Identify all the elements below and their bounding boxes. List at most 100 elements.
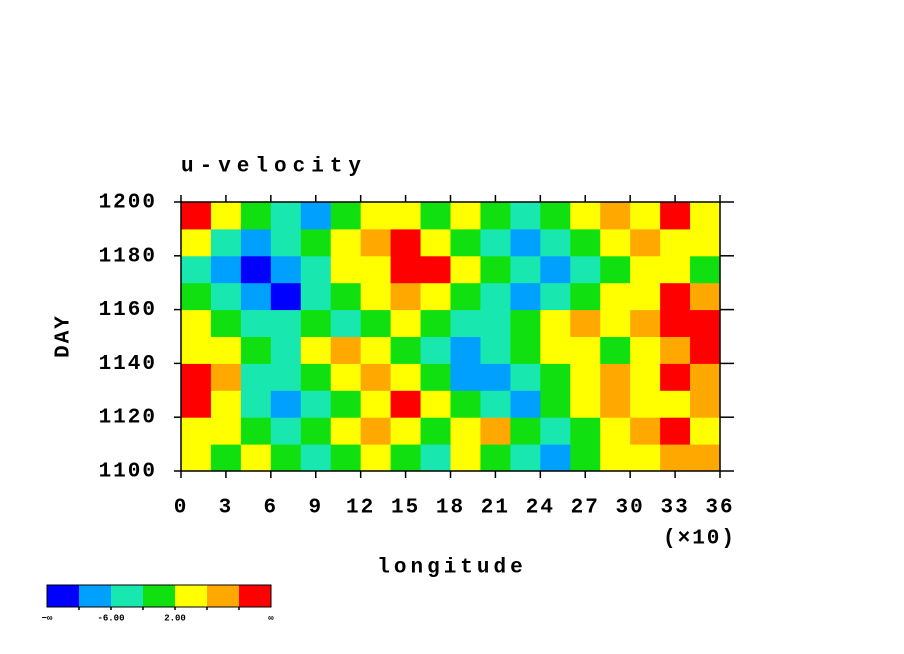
heatmap-cell: [270, 228, 302, 257]
heatmap-cell: [570, 309, 601, 337]
heatmap-cell: [390, 417, 422, 445]
heatmap-cell: [480, 417, 511, 445]
heatmap-cell: [630, 255, 661, 284]
heatmap-cell: [360, 444, 392, 472]
heatmap-cell: [570, 255, 601, 284]
heatmap-cell: [660, 228, 691, 257]
heatmap-cell: [450, 202, 481, 230]
heatmap-cell: [181, 202, 212, 230]
heatmap-cell: [510, 417, 541, 445]
heatmap-cell: [660, 444, 691, 472]
heatmap-cell: [270, 336, 302, 364]
heatmap-cell: [390, 202, 422, 230]
heatmap-cell: [300, 309, 332, 337]
heatmap-cell: [270, 202, 302, 230]
x-tick-label: 21: [481, 497, 510, 520]
colorbar-swatch: [111, 585, 143, 607]
heatmap-cell: [420, 309, 451, 337]
heatmap-cell: [510, 202, 541, 230]
heatmap-cell: [690, 336, 721, 364]
x-tick-label: 18: [436, 497, 465, 520]
heatmap-cell: [330, 255, 362, 284]
y-tick-label: 1180: [99, 245, 157, 268]
x-tick-label: 6: [264, 497, 279, 520]
heatmap-cell: [510, 336, 541, 364]
heatmap-cell: [450, 417, 481, 445]
colorbar-end-label: ∞: [268, 613, 274, 623]
x-tick-label: 3: [219, 497, 234, 520]
heatmap-cell: [270, 363, 302, 391]
heatmap-cell: [690, 309, 721, 337]
heatmap-cell: [450, 390, 481, 418]
heatmap-cell: [630, 228, 661, 257]
heatmap-cell: [540, 202, 571, 230]
heatmap-cell: [390, 309, 422, 337]
heatmap-cell: [570, 444, 601, 472]
colorbar-swatch: [239, 585, 271, 607]
heatmap-cell: [600, 417, 631, 445]
colorbar-swatch: [79, 585, 111, 607]
heatmap-cell: [240, 417, 272, 445]
heatmap-cell: [210, 417, 242, 445]
heatmap-cell: [540, 282, 571, 311]
heatmap-cell: [570, 363, 601, 391]
heatmap-cell: [240, 202, 272, 230]
heatmap-cell: [360, 202, 392, 230]
heatmap-cell: [540, 228, 571, 257]
y-tick-label: 1200: [99, 192, 157, 215]
heatmap-cell: [480, 444, 511, 472]
heatmap-cell: [360, 417, 392, 445]
heatmap-cell: [181, 282, 212, 311]
heatmap-cell: [181, 390, 212, 418]
heatmap-cell: [570, 390, 601, 418]
heatmap-cell: [270, 255, 302, 284]
heatmap-cell: [480, 309, 511, 337]
heatmap-cell: [540, 444, 571, 472]
heatmap-cell: [330, 202, 362, 230]
heatmap-cell: [660, 390, 691, 418]
heatmap-cell: [660, 336, 691, 364]
heatmap-cell: [360, 309, 392, 337]
heatmap-cell: [660, 202, 691, 230]
heatmap-cell: [181, 363, 212, 391]
heatmap-cell: [300, 390, 332, 418]
heatmap-cell: [480, 228, 511, 257]
heatmap-cell: [330, 228, 362, 257]
heatmap-cell: [570, 228, 601, 257]
heatmap-cell: [450, 336, 481, 364]
x-tick-label: 12: [346, 497, 375, 520]
heatmap-cell: [540, 363, 571, 391]
heatmap-cell: [690, 228, 721, 257]
heatmap-cell: [600, 444, 631, 472]
heatmap-cell: [510, 309, 541, 337]
heatmap-cell: [690, 390, 721, 418]
heatmap-cell: [300, 282, 332, 311]
chart-title: u-velocity: [181, 156, 367, 179]
y-tick-label: 1100: [99, 461, 157, 484]
heatmap-cell: [390, 336, 422, 364]
x-tick-label: 36: [705, 497, 734, 520]
x-tick-label: 0: [174, 497, 189, 520]
x-axis-label: longitude: [377, 557, 526, 580]
heatmap-cell: [270, 417, 302, 445]
heatmap-cell: [480, 363, 511, 391]
x-tick-label: 24: [526, 497, 555, 520]
heatmap-cell: [450, 363, 481, 391]
heatmap-cell: [300, 202, 332, 230]
heatmap-cell: [330, 444, 362, 472]
heatmap-cell: [600, 390, 631, 418]
heatmap-cell: [540, 417, 571, 445]
heatmap-cell: [270, 309, 302, 337]
heatmap-cell: [420, 202, 451, 230]
heatmap-cell: [630, 444, 661, 472]
heatmap-cell: [390, 444, 422, 472]
heatmap-cell: [660, 417, 691, 445]
heatmap-cell: [210, 336, 242, 364]
heatmap-cell: [600, 255, 631, 284]
heatmap-cell: [540, 255, 571, 284]
heatmap-cell: [330, 336, 362, 364]
heatmap-cell: [210, 390, 242, 418]
heatmap-cell: [240, 444, 272, 472]
heatmap-cell: [240, 309, 272, 337]
